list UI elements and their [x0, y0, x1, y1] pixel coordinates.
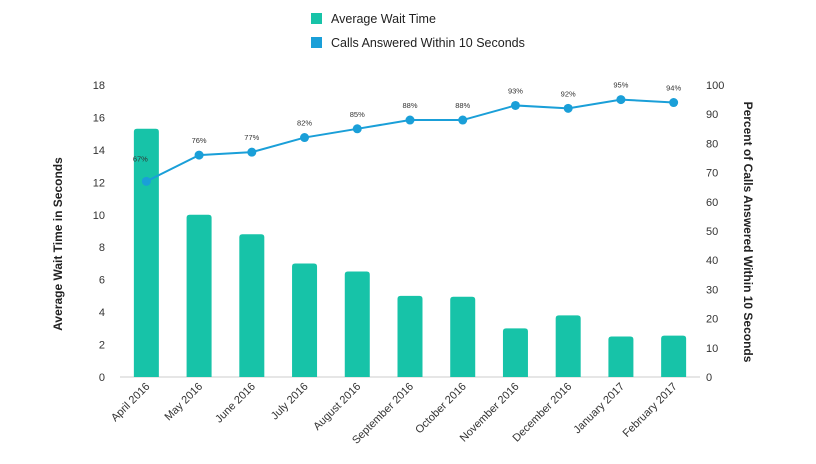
- line-series: 67% 76% 77% 82% 85% 88% 88% 93% 92% 95% 94%: [133, 81, 681, 186]
- legend-label-average-wait-time: Average Wait Time: [331, 12, 436, 26]
- bar-september-2016: [397, 295, 423, 377]
- point-july-2016: [300, 133, 310, 143]
- left-tick-label: 2: [99, 340, 105, 352]
- bar-december-2016: [555, 315, 581, 377]
- point-january-2017: [616, 95, 626, 105]
- left-tick-label: 18: [93, 80, 105, 92]
- left-tick-label: 0: [99, 372, 105, 384]
- x-tick-label-june-2016: June 2016: [213, 381, 258, 426]
- x-tick-label-august-2016: August 2016: [311, 381, 363, 433]
- bar-may-2016: [186, 214, 212, 377]
- bar-february-2017: [661, 335, 687, 377]
- data-label-may-2016: 76%: [192, 136, 207, 145]
- right-tick-label: 50: [706, 226, 718, 238]
- point-april-2016: [141, 176, 151, 186]
- bar-january-2017: [608, 336, 634, 377]
- left-tick-label: 16: [93, 112, 105, 124]
- data-label-june-2016: 77%: [244, 133, 259, 142]
- right-tick-label: 60: [706, 197, 718, 209]
- right-tick-label: 70: [706, 168, 718, 180]
- data-label-october-2016: 88%: [455, 101, 470, 110]
- bar-series: [133, 128, 687, 377]
- right-tick-label: 40: [706, 255, 718, 267]
- bar-june-2016: [239, 234, 265, 377]
- left-tick-label: 4: [99, 307, 105, 319]
- left-tick-label: 12: [93, 177, 105, 189]
- data-label-september-2016: 88%: [402, 101, 417, 110]
- right-axis-ticks: 0 10 20 30 40 50 60 70 80 90 100: [706, 80, 724, 384]
- left-tick-label: 6: [99, 275, 105, 287]
- right-tick-label: 80: [706, 138, 718, 150]
- data-label-november-2016: 93%: [508, 86, 523, 95]
- left-tick-label: 8: [99, 242, 105, 254]
- x-axis-tick-labels: April 2016 May 2016 June 2016 July 2016 Augu…: [109, 381, 680, 447]
- data-label-august-2016: 85%: [350, 110, 365, 119]
- right-tick-label: 20: [706, 314, 718, 326]
- point-november-2016: [510, 100, 520, 110]
- data-label-january-2017: 95%: [613, 81, 628, 90]
- x-tick-label-january-2017: January 2017: [571, 381, 627, 437]
- x-tick-label-october-2016: October 2016: [413, 381, 469, 437]
- left-tick-label: 14: [93, 145, 105, 157]
- x-tick-label-april-2016: April 2016: [109, 381, 153, 425]
- right-tick-label: 30: [706, 284, 718, 296]
- right-tick-label: 100: [706, 80, 724, 92]
- bar-april-2016: [133, 128, 159, 377]
- point-june-2016: [247, 147, 257, 157]
- legend-swatch-average-wait-time: [311, 13, 322, 24]
- y-axis-title-left: Average Wait Time in Seconds: [51, 157, 65, 331]
- data-label-december-2016: 92%: [561, 89, 576, 98]
- data-label-april-2016: 67%: [133, 154, 148, 163]
- left-tick-label: 10: [93, 210, 105, 222]
- calls-answered-line: [145, 98, 674, 183]
- point-may-2016: [194, 150, 204, 160]
- y-axis-title-right: Percent of Calls Answered Within 10 Seco…: [741, 102, 755, 363]
- point-october-2016: [458, 115, 468, 125]
- x-tick-label-may-2016: May 2016: [163, 381, 206, 424]
- right-tick-label: 90: [706, 109, 718, 121]
- legend-label-calls-answered: Calls Answered Within 10 Seconds: [331, 36, 525, 50]
- left-axis-ticks: 0 2 4 6 8 10 12 14 16 18: [93, 80, 105, 384]
- point-december-2016: [563, 103, 573, 113]
- legend: Average Wait Time Calls Answered Within …: [311, 12, 525, 50]
- bar-november-2016: [502, 328, 528, 377]
- legend-swatch-calls-answered: [311, 37, 322, 48]
- x-tick-label-july-2016: July 2016: [269, 381, 311, 423]
- data-label-july-2016: 82%: [297, 119, 312, 128]
- data-label-february-2017: 94%: [666, 84, 681, 93]
- x-tick-label-february-2017: February 2017: [621, 381, 680, 440]
- point-february-2017: [669, 98, 679, 108]
- bar-july-2016: [292, 263, 318, 377]
- bar-august-2016: [344, 271, 370, 377]
- right-tick-label: 0: [706, 372, 712, 384]
- right-tick-label: 10: [706, 343, 718, 355]
- bar-october-2016: [450, 296, 476, 377]
- point-september-2016: [405, 115, 415, 125]
- point-august-2016: [352, 124, 362, 134]
